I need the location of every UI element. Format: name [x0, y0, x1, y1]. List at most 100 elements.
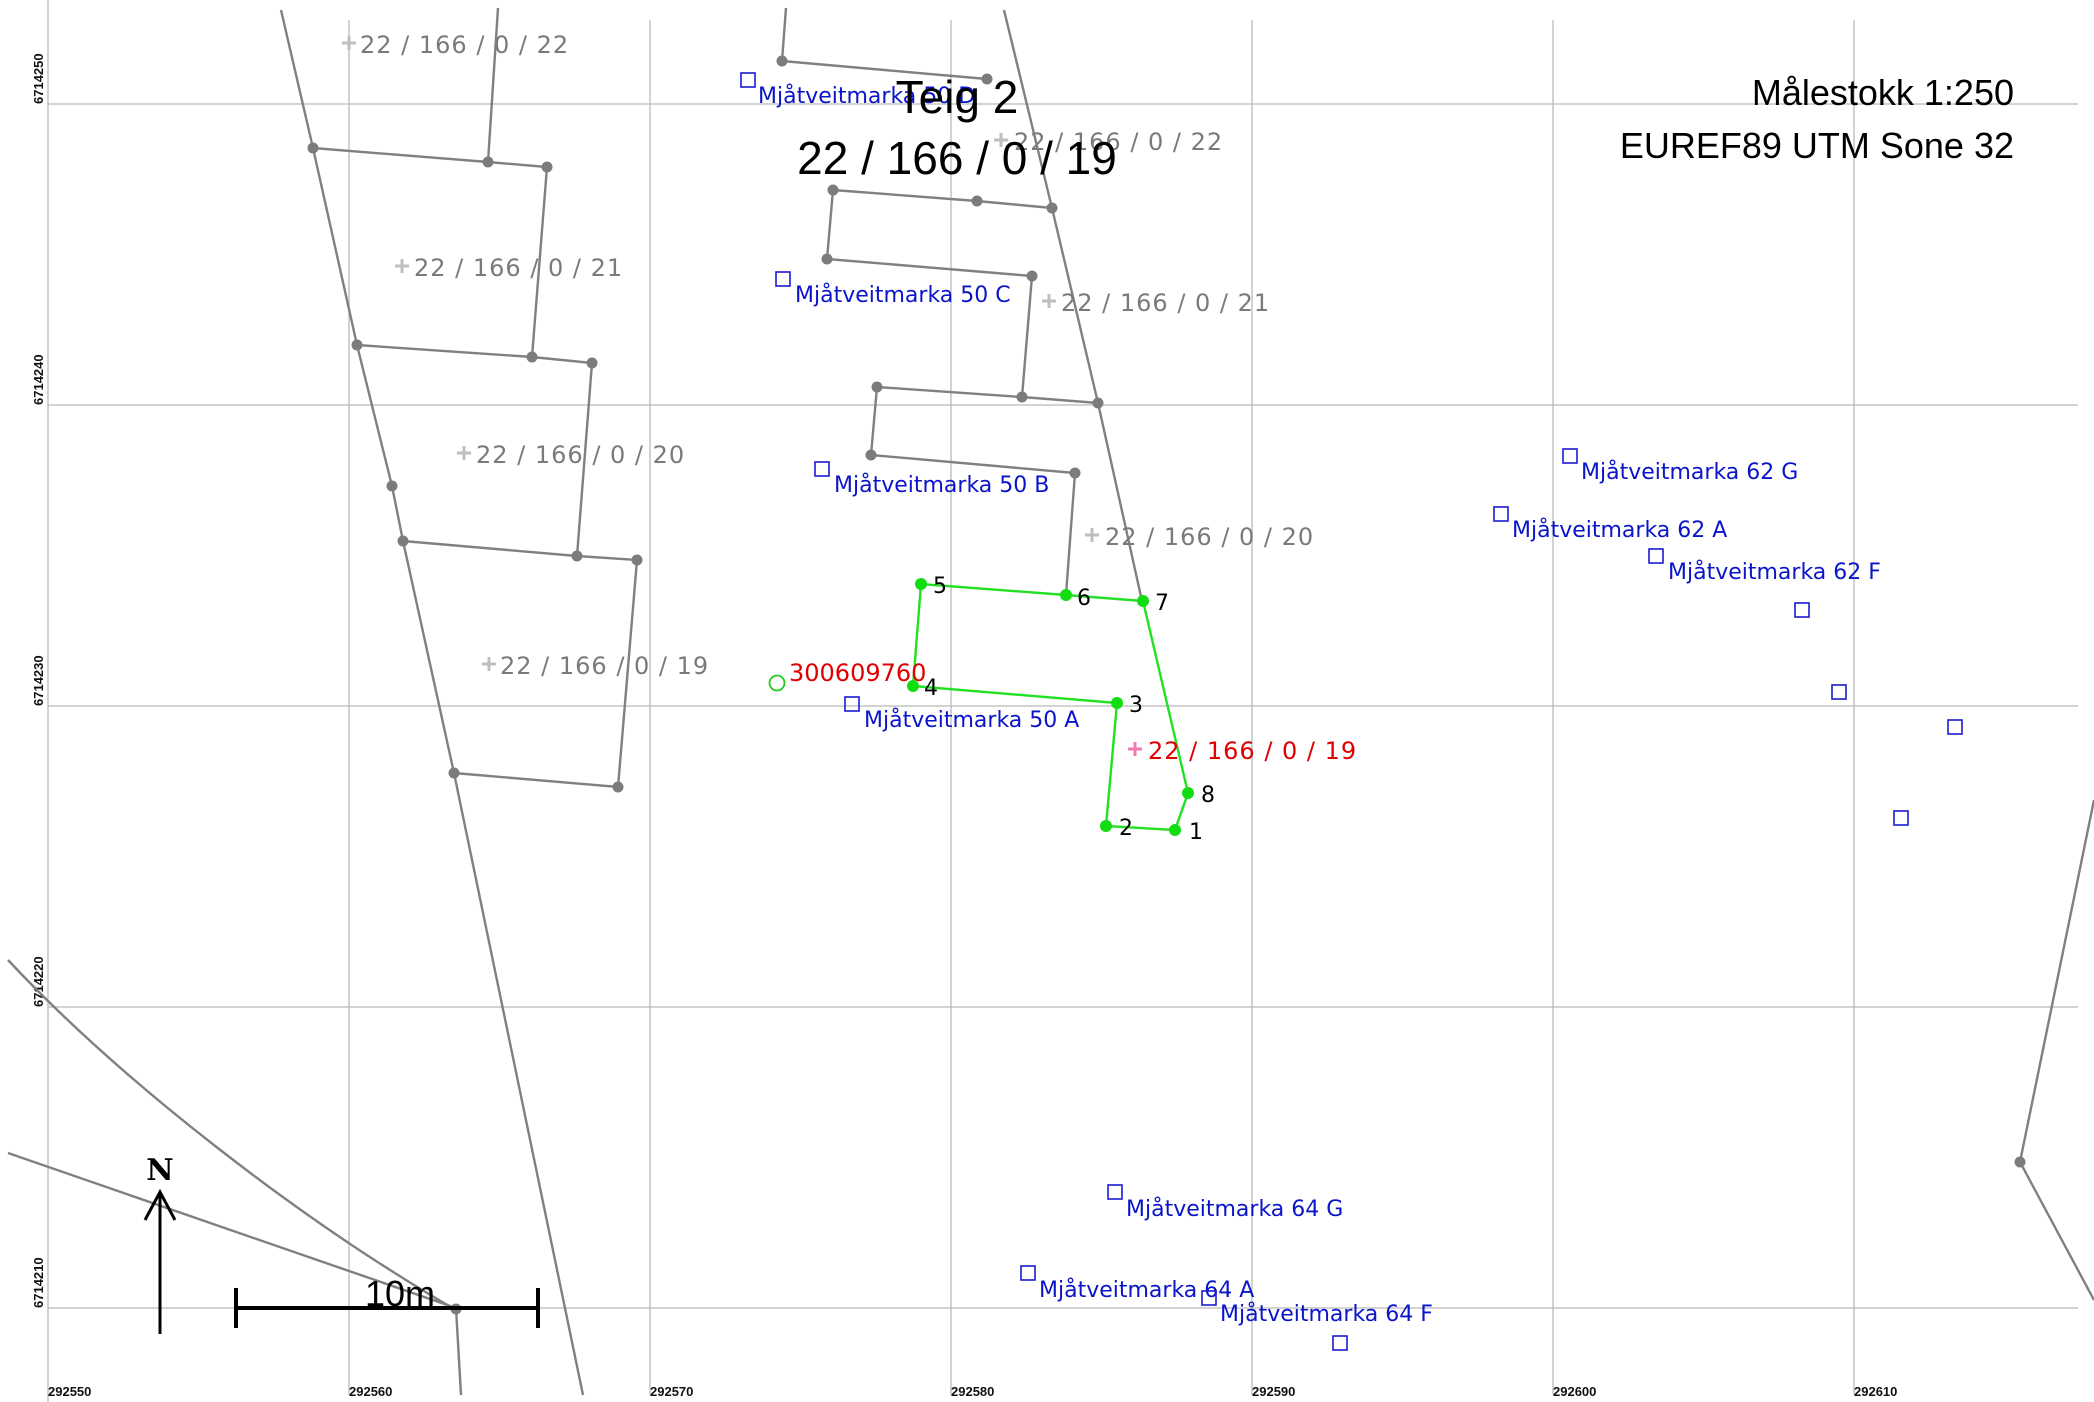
- cross-icon: [342, 36, 356, 50]
- x-tick: 292610: [1854, 1384, 1897, 1399]
- cross-icon: [1042, 294, 1056, 308]
- square-icon: [1794, 602, 1810, 618]
- address-label: Mjåtveitmarka 50 B: [834, 472, 1049, 498]
- boundary-node: [981, 73, 993, 85]
- teig-node-3: [1111, 697, 1123, 709]
- boundary-node: [821, 253, 833, 265]
- address-label: Mjåtveitmarka 50 C: [795, 282, 1011, 308]
- teig-point-label: 3: [1129, 693, 1143, 718]
- cross-icon: [1085, 528, 1099, 542]
- square-icon: [1332, 1335, 1348, 1351]
- x-axis-ticks: 292550 292560 292570 292580 292590 29260…: [48, 1384, 1897, 1399]
- x-tick: 292590: [1252, 1384, 1295, 1399]
- address-label: Mjåtveitmarka 50 A: [864, 707, 1079, 733]
- parcel-label: 22 / 166 / 0 / 22: [360, 31, 569, 59]
- boundary-node: [571, 550, 583, 562]
- square-icon: [1201, 1290, 1217, 1306]
- square-icon: [1493, 506, 1509, 522]
- boundary-node: [386, 480, 398, 492]
- y-axis-ticks: 6714250 6714240 6714230 6714220 6714210: [31, 53, 46, 1308]
- teig-point-label: 1: [1189, 820, 1203, 845]
- teig-point-label: 4: [924, 676, 938, 701]
- north-arrow: N: [143, 1153, 177, 1334]
- parcel-label: 22 / 166 / 0 / 21: [1061, 289, 1270, 317]
- y-tick: 6714240: [31, 354, 46, 405]
- teig-node-7: [1137, 595, 1149, 607]
- teig-point-label: 5: [933, 574, 947, 599]
- address-label: Mjåtveitmarka 62 G: [1581, 459, 1798, 485]
- x-tick: 292550: [48, 1384, 91, 1399]
- map-title: Teig 2 22 / 166 / 0 / 19: [797, 71, 1117, 184]
- boundary-node: [307, 142, 319, 154]
- grid: [47, 0, 2078, 1402]
- x-tick: 292560: [349, 1384, 392, 1399]
- map-info: Målestokk 1:250 EUREF89 UTM Sone 32: [1620, 72, 2014, 166]
- boundary-node: [871, 381, 883, 393]
- parcel-label: 22 / 166 / 0 / 19: [500, 652, 709, 680]
- teig-point-label: 7: [1155, 591, 1169, 616]
- road-lines: [7, 9, 2094, 1396]
- parcel-labels: 22 / 166 / 0 / 22 22 / 166 / 0 / 21 22 /…: [342, 31, 1357, 765]
- title-line-1: Teig 2: [896, 71, 1019, 123]
- boundary-node: [612, 781, 624, 793]
- boundary-node: [351, 339, 363, 351]
- parcel-label: 22 / 166 / 0 / 20: [1105, 523, 1314, 551]
- address-label: Mjåtveitmarka 64 G: [1126, 1196, 1343, 1222]
- boundary-node: [865, 449, 877, 461]
- boundary-node: [1026, 270, 1038, 282]
- parcel-label: 22 / 166 / 0 / 20: [476, 441, 685, 469]
- cross-icon: [457, 446, 471, 460]
- square-icon: [1562, 448, 1578, 464]
- square-icon: [814, 461, 830, 477]
- circle-icon: [768, 674, 786, 692]
- address-label: Mjåtveitmarka 50 D: [758, 83, 975, 109]
- parcel-label: 22 / 166 / 0 / 22: [1014, 128, 1223, 156]
- boundary-node: [482, 156, 494, 168]
- teig-point-label: 2: [1119, 816, 1133, 841]
- boundary-node: [1016, 391, 1028, 403]
- boundary-node: [971, 195, 983, 207]
- address-label: Mjåtveitmarka 62 F: [1668, 559, 1881, 585]
- boundary-node: [526, 351, 538, 363]
- square-icon: [1648, 548, 1664, 564]
- boundary-node: [776, 55, 788, 67]
- square-icon: [1947, 719, 1963, 735]
- y-tick: 6714230: [31, 655, 46, 706]
- x-tick: 292570: [650, 1384, 693, 1399]
- teig-node-6: [1060, 589, 1072, 601]
- x-tick: 292600: [1553, 1384, 1596, 1399]
- boundary-node: [448, 767, 460, 779]
- parcel-label: 22 / 166 / 0 / 21: [414, 254, 623, 282]
- teig-node-1: [1169, 824, 1181, 836]
- boundary-node: [1069, 467, 1081, 479]
- boundary-node: [1046, 202, 1058, 214]
- square-icon: [740, 72, 756, 88]
- address-label: Mjåtveitmarka 62 A: [1512, 517, 1727, 543]
- boundary-node: [2014, 1156, 2026, 1168]
- x-tick: 292580: [951, 1384, 994, 1399]
- boundary-node: [397, 535, 409, 547]
- boundary-node: [827, 184, 839, 196]
- square-icon: [1107, 1184, 1123, 1200]
- square-icon: [1893, 810, 1909, 826]
- teig-node-5: [915, 578, 927, 590]
- selected-parcel-label: 22 / 166 / 0 / 19: [1148, 737, 1357, 765]
- square-icon: [844, 696, 860, 712]
- cross-icon: [395, 259, 409, 273]
- cross-icon: [1128, 742, 1142, 756]
- y-tick: 6714250: [31, 53, 46, 104]
- y-tick: 6714220: [31, 956, 46, 1007]
- scale-bar: 10m: [234, 1273, 540, 1328]
- point-marker: 300609760: [768, 659, 926, 692]
- boundary-node: [1092, 397, 1104, 409]
- teig-point-label: 8: [1201, 783, 1215, 808]
- cross-icon: [994, 133, 1008, 147]
- boundary-node: [586, 357, 598, 369]
- address-label: Mjåtveitmarka 64 F: [1220, 1301, 1433, 1327]
- north-label: N: [146, 1153, 173, 1188]
- title-line-2: 22 / 166 / 0 / 19: [797, 132, 1117, 184]
- teig-node-4: [907, 680, 919, 692]
- teig-node-2: [1100, 820, 1112, 832]
- point-id-label: 300609760: [789, 659, 926, 687]
- teig-node-8: [1182, 787, 1194, 799]
